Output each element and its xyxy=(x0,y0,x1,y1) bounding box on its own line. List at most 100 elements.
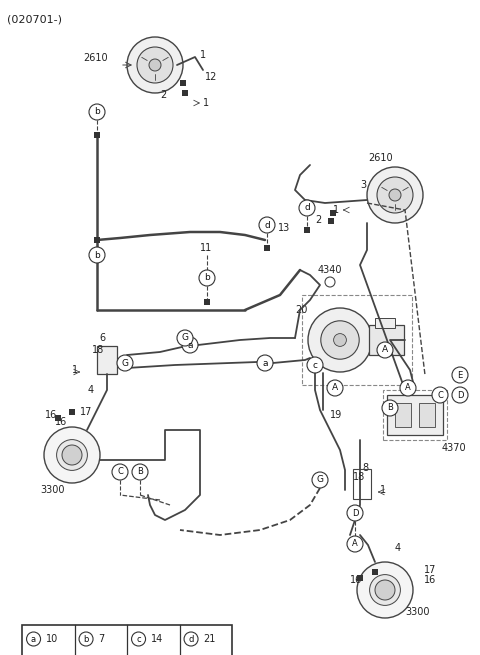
Circle shape xyxy=(432,387,448,403)
Text: 3: 3 xyxy=(360,180,366,190)
Bar xyxy=(383,390,447,440)
Circle shape xyxy=(62,445,82,465)
Text: A: A xyxy=(382,345,388,354)
Text: 21: 21 xyxy=(203,634,216,644)
Bar xyxy=(304,227,310,233)
Text: 1: 1 xyxy=(333,205,339,215)
Text: 16: 16 xyxy=(55,417,67,427)
Text: 18: 18 xyxy=(92,345,104,355)
Text: E: E xyxy=(457,371,463,379)
Circle shape xyxy=(184,632,198,646)
Text: 19: 19 xyxy=(330,410,342,420)
Text: 1: 1 xyxy=(200,50,206,60)
Text: 4: 4 xyxy=(88,385,94,395)
Text: G: G xyxy=(181,333,189,343)
Bar xyxy=(387,395,443,435)
Text: C: C xyxy=(437,390,443,400)
Text: 17: 17 xyxy=(424,565,436,575)
Circle shape xyxy=(132,632,145,646)
Bar xyxy=(94,132,100,138)
Circle shape xyxy=(382,400,398,416)
Circle shape xyxy=(44,427,100,483)
Text: 17: 17 xyxy=(80,407,92,417)
Bar xyxy=(69,409,75,415)
Text: 6: 6 xyxy=(99,333,105,343)
Text: 4340: 4340 xyxy=(318,265,342,275)
Text: d: d xyxy=(264,221,270,229)
Circle shape xyxy=(127,37,183,93)
Text: d: d xyxy=(188,635,194,643)
Text: b: b xyxy=(204,274,210,282)
Text: 8: 8 xyxy=(362,463,368,473)
Circle shape xyxy=(149,59,161,71)
Text: G: G xyxy=(121,358,129,367)
Bar xyxy=(357,575,363,581)
Text: 20: 20 xyxy=(295,305,307,315)
Text: a: a xyxy=(31,635,36,643)
Circle shape xyxy=(327,380,343,396)
Text: 2: 2 xyxy=(160,90,166,100)
Text: 1: 1 xyxy=(72,365,78,375)
Text: b: b xyxy=(94,107,100,117)
Bar xyxy=(330,210,336,216)
Circle shape xyxy=(79,632,93,646)
Text: 16: 16 xyxy=(45,410,57,420)
Text: A: A xyxy=(332,383,338,392)
Text: A: A xyxy=(352,540,358,548)
Text: 16: 16 xyxy=(350,575,362,585)
Text: 11: 11 xyxy=(200,243,212,253)
Bar xyxy=(419,403,435,427)
Circle shape xyxy=(182,337,198,353)
Text: C: C xyxy=(117,468,123,476)
Circle shape xyxy=(452,387,468,403)
Text: (020701-): (020701-) xyxy=(7,14,62,24)
Circle shape xyxy=(377,342,393,358)
Circle shape xyxy=(312,472,328,488)
Circle shape xyxy=(257,355,273,371)
Circle shape xyxy=(377,177,413,213)
Bar xyxy=(264,245,270,251)
Text: b: b xyxy=(94,250,100,259)
Text: 7: 7 xyxy=(98,634,104,644)
Bar xyxy=(372,569,378,575)
Circle shape xyxy=(89,247,105,263)
Text: 14: 14 xyxy=(151,634,163,644)
Text: B: B xyxy=(387,403,393,413)
Text: 16: 16 xyxy=(424,575,436,585)
Bar xyxy=(94,237,100,243)
Bar xyxy=(302,295,412,385)
Circle shape xyxy=(299,200,315,216)
Text: B: B xyxy=(137,468,143,476)
Bar xyxy=(395,403,411,427)
Circle shape xyxy=(308,308,372,372)
Bar xyxy=(353,469,371,499)
Text: 2610: 2610 xyxy=(368,153,393,163)
Circle shape xyxy=(199,270,215,286)
Text: c: c xyxy=(136,635,141,643)
Text: A: A xyxy=(405,383,411,392)
Circle shape xyxy=(357,562,413,618)
Text: a: a xyxy=(262,358,268,367)
Circle shape xyxy=(389,189,401,201)
Text: 18: 18 xyxy=(353,472,365,482)
Text: D: D xyxy=(457,390,463,400)
Bar xyxy=(375,318,395,328)
Text: 10: 10 xyxy=(46,634,58,644)
Bar xyxy=(182,90,188,96)
Circle shape xyxy=(89,104,105,120)
Text: 3300: 3300 xyxy=(40,485,64,495)
Text: 4: 4 xyxy=(395,543,401,553)
Circle shape xyxy=(307,357,323,373)
Text: 2: 2 xyxy=(315,215,321,225)
Circle shape xyxy=(177,330,193,346)
Circle shape xyxy=(112,464,128,480)
Circle shape xyxy=(321,321,359,359)
Circle shape xyxy=(26,632,40,646)
Circle shape xyxy=(452,367,468,383)
Text: D: D xyxy=(352,508,358,517)
Circle shape xyxy=(347,505,363,521)
Circle shape xyxy=(375,580,395,600)
Text: 2610: 2610 xyxy=(83,53,108,63)
Circle shape xyxy=(57,440,87,470)
Text: G: G xyxy=(316,476,324,485)
